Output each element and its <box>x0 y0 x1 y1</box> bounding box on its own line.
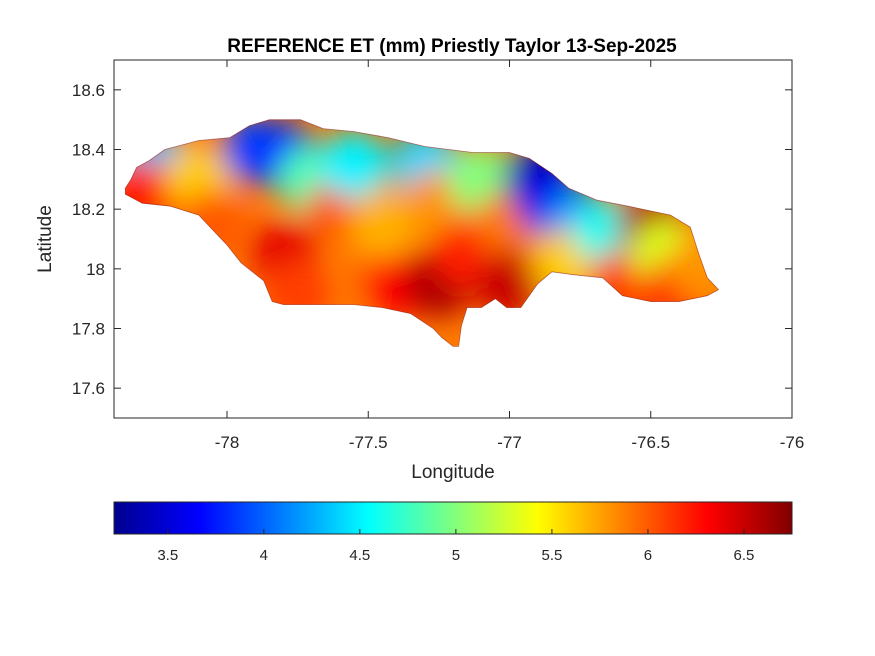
colorbar-tick-label: 4 <box>260 547 268 564</box>
colorbar-tick-label: 5 <box>452 547 460 564</box>
x-axis: -78 -77.5 -77 -76.5 -76 <box>215 60 805 452</box>
y-tick-label: 17.8 <box>72 320 105 339</box>
et-field <box>125 119 719 347</box>
colorbar-tick-label: 6.5 <box>734 547 755 564</box>
y-tick-label: 18 <box>86 260 105 279</box>
y-tick-label: 18.2 <box>72 200 105 219</box>
y-tick-label: 17.6 <box>72 379 105 398</box>
colorbar-tick-label: 5.5 <box>541 547 562 564</box>
chart-title: REFERENCE ET (mm) Priestly Taylor 13-Sep… <box>227 36 677 57</box>
x-tick-label: -77 <box>497 433 522 452</box>
y-axis: 17.6 17.8 18 18.2 18.4 18.6 <box>72 81 792 398</box>
field-sample <box>667 234 719 303</box>
colorbar <box>113 501 793 535</box>
colorbar-tick-label: 4.5 <box>349 547 370 564</box>
x-tick-label: -76 <box>780 433 805 452</box>
colorbar-tick-label: 6 <box>644 547 652 564</box>
colorbar-tick-label: 3.5 <box>157 547 178 564</box>
y-tick-label: 18.4 <box>72 141 105 160</box>
field-sample <box>320 130 389 199</box>
x-axis-label: Longitude <box>411 462 494 483</box>
colorbar-ticks: 3.5 4 4.5 5 5.5 6 6.5 <box>157 529 754 564</box>
x-tick-label: -76.5 <box>631 433 670 452</box>
x-tick-label: -78 <box>215 433 240 452</box>
x-tick-label: -77.5 <box>349 433 388 452</box>
island-outline <box>124 119 720 347</box>
field-sample <box>348 190 417 259</box>
y-tick-label: 18.6 <box>72 81 105 100</box>
y-axis-label: Latitude <box>35 205 56 273</box>
